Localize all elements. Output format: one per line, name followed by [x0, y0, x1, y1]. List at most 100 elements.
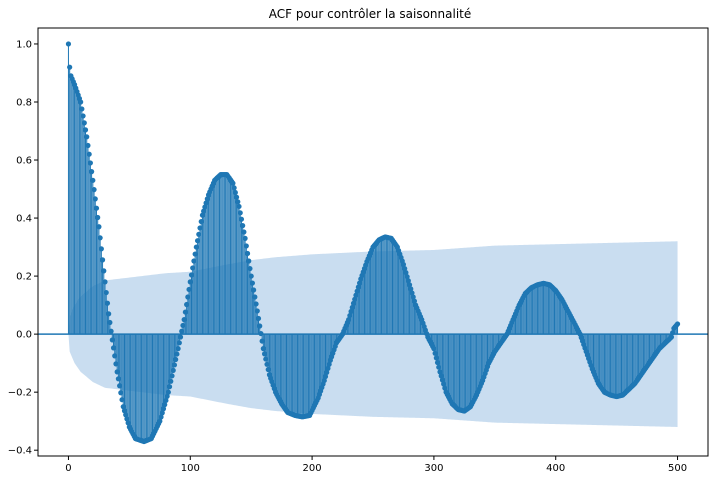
acf-point [191, 258, 197, 264]
acf-point [410, 294, 416, 300]
acf-point [114, 369, 120, 375]
acf-point [402, 265, 408, 272]
acf-point [125, 420, 131, 426]
acf-point [194, 238, 201, 244]
acf-point [115, 376, 121, 382]
acf-point [103, 289, 109, 296]
acf-point [355, 284, 361, 290]
acf-point [92, 196, 98, 202]
acf-point [159, 410, 165, 416]
acf-point [101, 268, 107, 274]
acf-point [230, 180, 236, 186]
axes: 0 100 200 300 400 500 −0.4 −0.2 0.0 0.2 0.4 0.6 0.8 1… [8, 27, 709, 474]
acf-point [264, 361, 270, 367]
acf-point [434, 359, 441, 366]
acf-point [104, 300, 111, 306]
acf-point [179, 328, 185, 334]
acf-point [244, 250, 251, 257]
acf-point [246, 258, 252, 264]
acf-point [180, 322, 186, 329]
acf-point [168, 378, 174, 384]
acf-point [321, 377, 327, 384]
x-tick-label: 300 [424, 463, 443, 474]
acf-point [165, 389, 171, 395]
acf-point [204, 196, 210, 202]
acf-point [265, 366, 271, 373]
acf-point [326, 361, 332, 367]
acf-point [247, 265, 253, 272]
chart-title: ACF pour contrôler la saisonnalité [269, 7, 472, 21]
acf-point [441, 381, 447, 387]
acf-point [163, 397, 169, 404]
acf-point [405, 278, 411, 284]
acf-point [157, 418, 163, 424]
acf-point [431, 346, 437, 352]
acf-point [437, 369, 443, 375]
plot-area [38, 41, 708, 445]
acf-point [240, 223, 246, 229]
acf-point [411, 298, 418, 304]
acf-point [196, 231, 202, 237]
acf-point [119, 397, 125, 403]
acf-point [439, 377, 446, 383]
y-tick-label: 1.0 [16, 39, 32, 50]
acf-point [199, 212, 206, 218]
acf-point [187, 279, 193, 285]
acf-point [353, 292, 359, 298]
acf-point [176, 340, 182, 346]
acf-point [241, 229, 247, 235]
acf-point [90, 177, 96, 183]
acf-point [110, 345, 117, 351]
acf-point [436, 364, 442, 370]
y-tick-label: 0.0 [16, 330, 32, 341]
acf-point [406, 282, 413, 288]
acf-point [324, 369, 330, 376]
acf-point [400, 261, 407, 268]
acf-point [160, 406, 167, 412]
acf-point [349, 304, 355, 311]
acf-point [85, 142, 91, 149]
acf-point [95, 214, 101, 221]
acf-point [348, 308, 354, 315]
acf-point [202, 204, 208, 210]
acf-point [89, 169, 95, 175]
acf-point [433, 355, 439, 361]
acf-point [248, 273, 254, 279]
acf-point [442, 385, 448, 391]
acf-point [82, 127, 89, 133]
acf-point [233, 194, 240, 200]
acf-point [118, 390, 124, 396]
acf-point [350, 300, 357, 306]
acf-point [185, 294, 191, 300]
acf-point [102, 279, 108, 285]
acf-point [182, 309, 188, 315]
acf-point [169, 373, 175, 379]
acf-point [158, 414, 164, 420]
acf-point [238, 216, 245, 222]
acf-point [254, 308, 260, 314]
acf-point [170, 367, 176, 373]
acf-stems [67, 43, 679, 442]
acf-point [668, 334, 675, 340]
acf-point [257, 323, 263, 329]
acf-point [106, 311, 112, 317]
y-tick-label: 0.8 [16, 97, 32, 108]
acf-point [237, 210, 243, 216]
x-tick-label: 500 [668, 463, 687, 474]
acf-point [346, 317, 352, 323]
y-tick-label: 0.2 [16, 272, 32, 283]
acf-point [173, 356, 179, 363]
acf-point [188, 272, 195, 278]
acf-point [249, 280, 255, 286]
acf-point [674, 321, 681, 327]
acf-point [78, 99, 84, 105]
acf-point [93, 205, 100, 211]
acf-point [109, 337, 115, 343]
acf-point [242, 235, 248, 241]
acf-point [259, 338, 265, 344]
acf-point [409, 290, 415, 296]
acf-point [166, 384, 173, 390]
acf-point [432, 350, 438, 356]
acf-point [198, 218, 204, 225]
acf-point [107, 319, 113, 326]
